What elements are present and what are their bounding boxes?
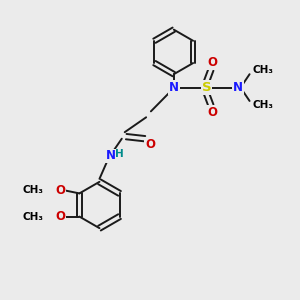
Text: O: O: [55, 184, 65, 197]
Text: N: N: [169, 81, 179, 94]
Text: H: H: [115, 149, 124, 159]
Text: N: N: [233, 81, 243, 94]
Text: N: N: [106, 149, 116, 162]
Text: O: O: [207, 106, 218, 119]
Text: O: O: [207, 56, 218, 69]
Text: CH₃: CH₃: [253, 65, 274, 75]
Text: CH₃: CH₃: [253, 100, 274, 110]
Text: S: S: [202, 81, 211, 94]
Text: CH₃: CH₃: [23, 212, 44, 222]
Text: O: O: [145, 138, 155, 151]
Text: O: O: [55, 210, 65, 223]
Text: CH₃: CH₃: [23, 185, 44, 195]
